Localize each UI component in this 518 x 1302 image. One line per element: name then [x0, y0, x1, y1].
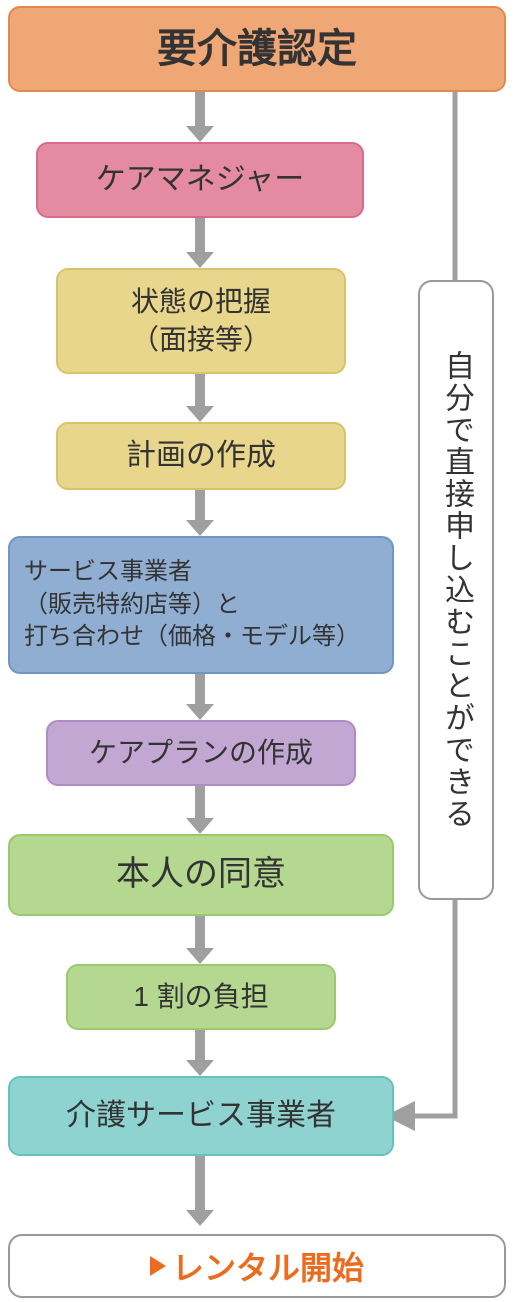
final-label: レンタル開始 — [172, 1243, 364, 1289]
flow-node-n6: 本人の同意 — [8, 834, 394, 916]
play-icon — [150, 1256, 166, 1276]
flow-node-n3: 計画の作成 — [56, 422, 346, 490]
flow-node-label: ケアプランの作成 — [89, 734, 313, 772]
flow-node-label: サービス事業者 （販売特約店等）と 打ち合わせ（価格・モデル等） — [24, 556, 360, 653]
flow-node-n4: サービス事業者 （販売特約店等）と 打ち合わせ（価格・モデル等） — [8, 536, 394, 674]
flow-node-n1: ケアマネジャー — [36, 142, 364, 218]
flowchart-container: 自分で直接申し込むことができる レンタル開始 要介護認定ケアマネジャー状態の把握… — [0, 0, 518, 1302]
flow-node-n7: 1 割の負担 — [66, 964, 336, 1030]
side-note-box: 自分で直接申し込むことができる — [418, 280, 494, 900]
final-box: レンタル開始 — [8, 1234, 506, 1298]
flow-node-label: ケアマネジャー — [96, 160, 305, 201]
flow-node-label: 介護サービス事業者 — [66, 1096, 336, 1137]
side-note-text: 自分で直接申し込むことができる — [434, 350, 478, 830]
flow-node-n8: 介護サービス事業者 — [8, 1076, 394, 1156]
flow-node-n0: 要介護認定 — [8, 6, 506, 92]
flow-node-n5: ケアプランの作成 — [46, 720, 356, 786]
flow-node-label: 本人の同意 — [116, 852, 286, 898]
flow-node-label: 計画の作成 — [126, 436, 276, 477]
flow-node-n2: 状態の把握 （面接等） — [56, 268, 346, 374]
flow-node-label: 状態の把握 （面接等） — [131, 283, 271, 359]
flow-node-label: 要介護認定 — [157, 22, 357, 76]
flow-node-label: 1 割の負担 — [133, 978, 268, 1016]
